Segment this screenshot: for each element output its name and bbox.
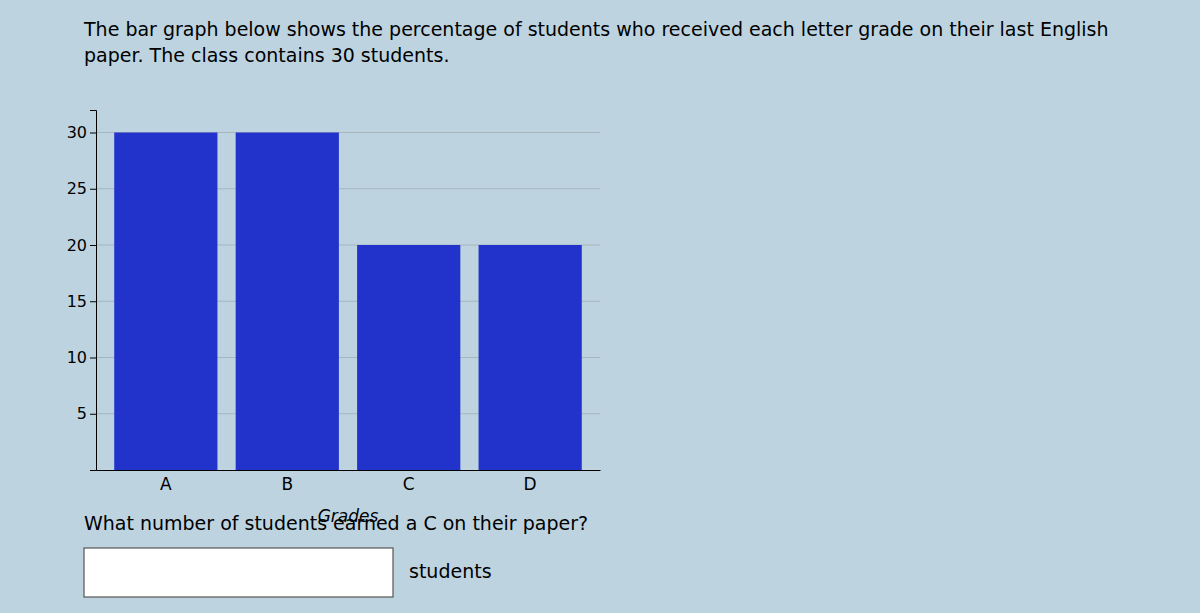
x-tick-label: D [524, 474, 537, 494]
y-tick-mark [90, 245, 96, 246]
y-tick: 30 [67, 123, 96, 142]
y-tick: 5 [77, 404, 96, 423]
y-tick-label: 25 [67, 179, 87, 198]
question: What number of students earned a C on th… [84, 512, 588, 534]
y-tick-label: 20 [67, 236, 87, 255]
x-tick-label: C [403, 474, 415, 494]
title: The bar graph below shows the percentage… [83, 18, 1109, 66]
y-tick-mark [90, 189, 96, 190]
chart-svg: The bar graph below shows the percentage… [0, 0, 1200, 613]
x-axis-line [97, 470, 601, 471]
x-tick-label: A [160, 474, 172, 494]
answer-box[interactable] [84, 548, 393, 597]
bar [114, 133, 217, 471]
x-tick-label: B [281, 474, 293, 494]
bar [236, 133, 339, 471]
bars [114, 133, 582, 471]
y-tick: 20 [67, 236, 96, 255]
answer-label: students [409, 560, 492, 582]
bar [357, 245, 460, 470]
y-axis: 5 10 15 20 25 30 [67, 111, 97, 471]
y-tick-mark [90, 133, 96, 134]
y-tick: 15 [67, 292, 96, 311]
y-tick-mark [90, 414, 96, 415]
plot: 51015202530ABCDGrades [67, 111, 601, 527]
x-tick: C [403, 474, 415, 494]
y-tick-label: 30 [67, 123, 87, 142]
y-tick: 25 [67, 179, 96, 198]
x-tick: D [524, 474, 537, 494]
x-axis: A B C D [97, 471, 601, 495]
bar [479, 245, 582, 470]
y-tick: 10 [67, 348, 96, 367]
y-tick-mark [90, 301, 96, 302]
y-axis-line [90, 111, 97, 471]
y-tick-label: 5 [77, 404, 87, 423]
y-tick-label: 15 [67, 292, 87, 311]
x-tick: A [160, 474, 172, 494]
y-tick-mark [90, 358, 96, 359]
y-tick-label: 10 [67, 348, 87, 367]
x-tick: B [281, 474, 293, 494]
